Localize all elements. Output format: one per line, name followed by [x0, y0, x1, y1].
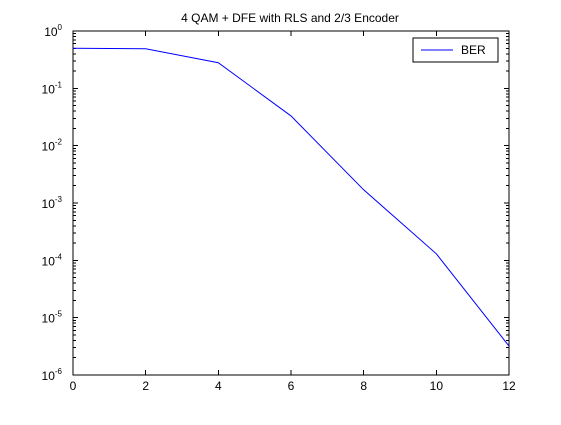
- y-tick-label: 10-3: [42, 195, 63, 211]
- y-tick-label: 10-1: [42, 80, 63, 96]
- y-tick-label: 10-5: [42, 310, 63, 326]
- x-tick-label: 0: [70, 379, 77, 393]
- x-tick-label: 2: [142, 379, 149, 393]
- series-layer: [73, 48, 509, 346]
- x-tick-label: 8: [360, 379, 367, 393]
- x-tick-label: 10: [430, 379, 444, 393]
- legend: BER: [413, 38, 498, 62]
- x-tick-label: 12: [502, 379, 516, 393]
- y-tick-label: 100: [44, 23, 62, 39]
- y-tick-label: 10-2: [42, 138, 63, 154]
- plot-frame: [73, 31, 509, 375]
- y-tick-label: 10-6: [42, 367, 63, 383]
- series-line: [73, 48, 509, 346]
- x-tick-label: 4: [215, 379, 222, 393]
- x-tick-label: 6: [288, 379, 295, 393]
- chart-title: 4 QAM + DFE with RLS and 2/3 Encoder: [181, 11, 399, 25]
- axes: 0 2 4 6 8 10 12 100 10-1 10-2 10-3 10-4 10-5 10-6: [42, 23, 516, 393]
- legend-label: BER: [461, 43, 486, 57]
- y-tick-label: 10-4: [42, 252, 63, 268]
